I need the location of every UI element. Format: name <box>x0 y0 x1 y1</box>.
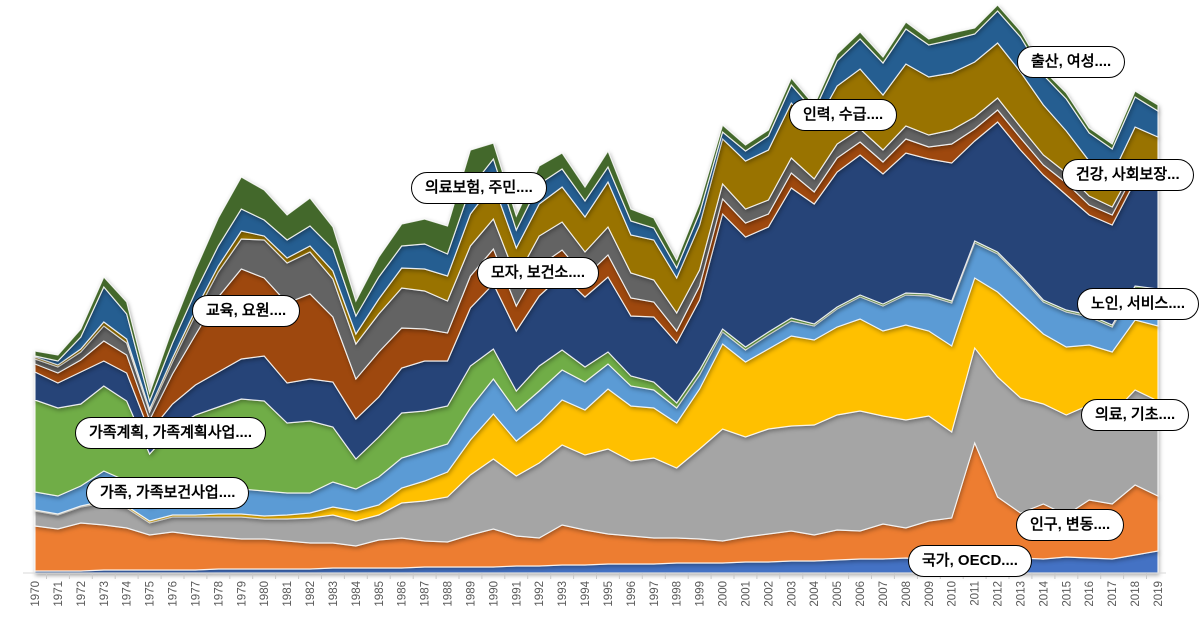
x-axis-label: 1986 <box>397 581 409 607</box>
x-axis-label: 1985 <box>374 581 386 607</box>
x-axis-label: 1974 <box>122 580 134 606</box>
x-axis-label: 1989 <box>465 581 477 607</box>
x-axis-label: 1993 <box>557 581 569 607</box>
x-axis-label: 2019 <box>1153 581 1165 607</box>
x-axis: 1970 1971 1972 1973 1974 1975 1976 1977 1978 1979… <box>23 572 1166 607</box>
x-axis-label: 2011 <box>970 581 982 606</box>
x-axis-label: 1995 <box>603 581 615 607</box>
x-axis-label: 2003 <box>786 581 798 607</box>
x-axis-label: 1971 <box>53 581 65 607</box>
x-axis-label: 2006 <box>855 581 867 607</box>
x-axis-label: 2002 <box>763 581 775 607</box>
x-axis-label: 1998 <box>672 581 684 607</box>
x-axis-label: 2001 <box>741 581 753 607</box>
x-axis-label: 1992 <box>534 581 546 607</box>
callout-label-7[interactable]: 건강, 사회보장... <box>1062 159 1194 191</box>
callout-label-11[interactable]: 국가, OECD.... <box>908 545 1032 577</box>
callout-label-4[interactable]: 모자, 보건소.... <box>477 257 600 289</box>
x-axis-label: 2012 <box>993 581 1005 607</box>
x-axis-label: 2018 <box>1130 581 1142 607</box>
callout-label-2[interactable]: 교육, 요원.... <box>192 295 301 327</box>
x-axis-label: 1978 <box>213 581 225 607</box>
x-axis-label: 1982 <box>305 581 317 607</box>
callout-label-0[interactable]: 가족계획, 가족계획사업.... <box>75 417 267 449</box>
x-axis-label: 1990 <box>488 581 500 607</box>
x-axis-label: 1975 <box>145 581 157 607</box>
callout-label-3[interactable]: 의료보험, 주민.... <box>411 172 547 204</box>
x-axis-label: 1970 <box>30 581 42 607</box>
x-axis-label: 2015 <box>1061 581 1073 607</box>
x-axis-label: 1979 <box>236 581 248 607</box>
x-axis-label: 1977 <box>190 581 202 607</box>
x-axis-label: 1980 <box>259 581 271 607</box>
x-axis-label: 1987 <box>420 581 432 607</box>
x-axis-label: 2007 <box>878 581 890 607</box>
callout-label-6[interactable]: 출산, 여성.... <box>1017 46 1126 78</box>
callout-label-5[interactable]: 인력, 수급.... <box>789 99 898 131</box>
x-axis-label: 2016 <box>1084 581 1096 607</box>
x-axis-label: 1996 <box>626 581 638 607</box>
x-axis-label: 2013 <box>1016 581 1028 607</box>
x-axis-label: 2005 <box>832 581 844 607</box>
callout-label-1[interactable]: 가족, 가족보건사업.... <box>86 477 250 509</box>
x-axis-label: 1999 <box>695 581 707 607</box>
x-axis-label: 1981 <box>282 581 294 607</box>
x-axis-label: 1983 <box>328 581 340 607</box>
x-axis-label: 2000 <box>718 581 730 607</box>
x-axis-label: 1994 <box>580 580 592 606</box>
callout-label-8[interactable]: 노인, 서비스.... <box>1077 288 1200 320</box>
x-axis-label: 2010 <box>947 581 959 607</box>
area-series-11[interactable]: 모자, 보건소.... <box>34 4 1159 403</box>
x-axis-label: 1997 <box>649 581 661 607</box>
x-axis-label: 1984 <box>351 580 363 606</box>
x-axis-label: 1991 <box>511 581 523 607</box>
x-axis-label: 1976 <box>168 581 180 607</box>
x-axis-label: 2004 <box>809 580 821 606</box>
x-axis-label: 2009 <box>924 581 936 607</box>
area-series-group: 국가, OECD....인구, 변동....의료, 기초....노인, 서비스.… <box>34 4 1159 574</box>
x-axis-label: 2014 <box>1038 580 1050 606</box>
x-axis-label: 2017 <box>1107 581 1119 607</box>
x-axis-label: 2008 <box>901 581 913 607</box>
x-axis-label: 1972 <box>76 581 88 607</box>
x-axis-label: 1973 <box>99 581 111 607</box>
callout-label-10[interactable]: 인구, 변동.... <box>1016 509 1125 541</box>
x-axis-label: 1988 <box>443 581 455 607</box>
callout-label-9[interactable]: 의료, 기초.... <box>1081 399 1190 431</box>
